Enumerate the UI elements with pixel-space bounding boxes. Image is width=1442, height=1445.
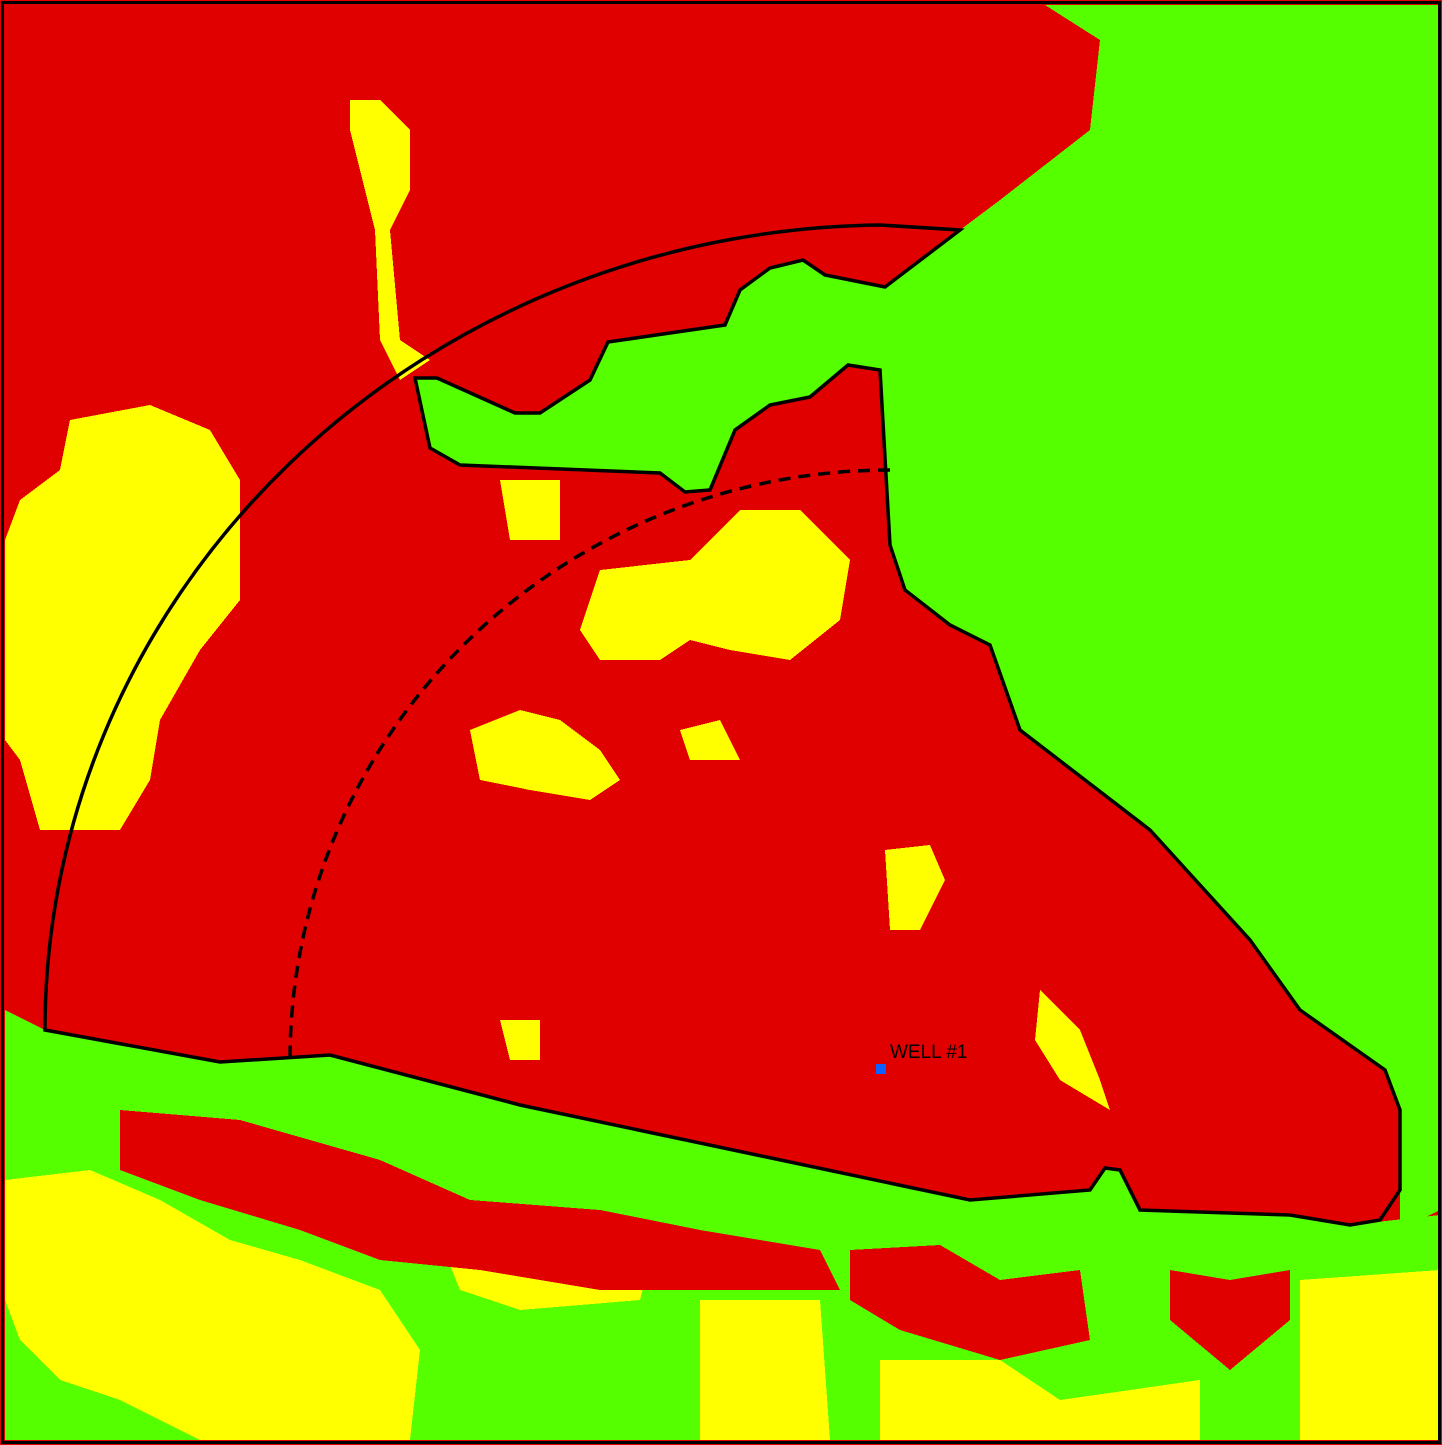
well-marker [876, 1064, 886, 1074]
well-label: WELL #1 [890, 1042, 967, 1063]
outer-contour [43, 223, 1402, 1227]
red-zones-south [120, 1110, 1290, 1370]
inner-contour [288, 468, 891, 1061]
